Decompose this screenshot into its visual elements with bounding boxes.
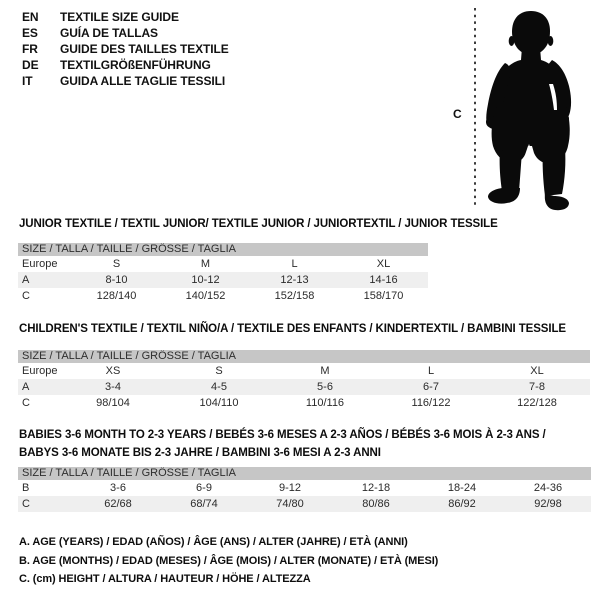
baby-silhouette-icon [474,8,572,211]
table-row: C 128/140 140/152 152/158 158/170 [18,288,428,304]
lang-row-es: ES GUÍA DE TALLAS [22,25,229,41]
note-c: C. (cm) HEIGHT / ALTURA / HAUTEUR / HÖHE… [19,573,311,585]
table-cell: S [215,365,223,377]
table-cell: 86/92 [448,498,476,510]
table-cell: 68/74 [190,498,218,510]
note-a: A. AGE (YEARS) / EDAD (AÑOS) / ÂGE (ANS)… [19,536,408,548]
babies-title-line2: BABYS 3-6 MONATE BIS 2-3 JAHRE / BAMBINI… [19,447,381,459]
lang-code: EN [22,10,39,24]
size-header-bar: SIZE / TALLA / TAILLE / GRÖSSE / TAGLIA [18,350,590,363]
lang-row-it: IT GUIDA ALLE TAGLIE TESSILI [22,73,229,89]
table-cell: 18-24 [447,482,477,494]
table-cell: 12-13 [280,274,309,286]
size-header-bar: SIZE / TALLA / TAILLE / GRÖSSE / TAGLIA [18,243,428,256]
table-cell: 6-7 [423,381,439,393]
height-measure-figure: C [440,0,600,220]
table-cell: Europe [22,258,58,270]
table-cell: 7-8 [529,381,545,393]
table-cell: L [427,365,435,377]
table-cell: 158/170 [363,290,404,302]
table-cell: 14-16 [369,274,398,286]
lang-code: IT [22,74,33,88]
table-cell: C [22,397,30,409]
table-cell: 3-6 [110,482,126,494]
lang-code: FR [22,42,38,56]
table-cell: 4-5 [211,381,227,393]
table-cell: 62/68 [104,498,132,510]
table-cell: 110/116 [305,397,345,409]
note-b: B. AGE (MONTHS) / EDAD (MESES) / ÂGE (MO… [19,554,439,567]
table-cell: M [320,365,330,377]
lang-title: GUÍA DE TALLAS [60,26,158,40]
children-table-title: CHILDREN'S TEXTILE / TEXTIL NIÑO/A / TEX… [19,323,566,335]
table-cell: M [200,258,211,270]
table-cell: 74/80 [276,498,304,510]
babies-title-line1: BABIES 3-6 MONTH TO 2-3 YEARS / BEBÉS 3-… [19,429,546,441]
table-row: Europe S M L XL [18,256,428,272]
table-cell: 98/104 [96,397,130,409]
language-title-list: EN TEXTILE SIZE GUIDE ES GUÍA DE TALLAS … [22,9,229,89]
table-row: C 62/68 68/74 74/80 80/86 86/92 92/98 [18,496,591,512]
table-cell: L [291,258,298,270]
table-cell: 104/110 [199,397,239,409]
lang-title: GUIDA ALLE TAGLIE TESSILI [60,74,226,88]
table-cell: 3-4 [105,381,121,393]
table-cell: 12-18 [361,482,391,494]
table-cell: C [22,498,30,510]
table-cell: 9-12 [278,482,302,494]
table-cell: XS [105,365,121,377]
table-cell: 24-36 [533,482,563,494]
lang-code: ES [22,26,38,40]
lang-row-en: EN TEXTILE SIZE GUIDE [22,9,229,25]
table-cell: 80/86 [362,498,390,510]
height-c-label: C [453,107,462,121]
table-cell: 140/152 [185,290,226,302]
table-cell: XL [530,365,544,377]
babies-size-table: SIZE / TALLA / TAILLE / GRÖSSE / TAGLIA … [18,467,591,512]
table-cell: 8-10 [105,274,128,286]
junior-table-title: JUNIOR TEXTILE / TEXTIL JUNIOR/ TEXTILE … [19,218,498,230]
table-cell: A [22,381,30,393]
table-cell: B [22,482,30,494]
table-cell: 152/158 [274,290,315,302]
junior-size-table: SIZE / TALLA / TAILLE / GRÖSSE / TAGLIA … [18,243,428,304]
lang-title: TEXTILGRÖßENFÜHRUNG [60,58,211,72]
legend-notes: A. AGE (YEARS) / EDAD (AÑOS) / ÂGE (ANS)… [19,533,438,589]
table-cell: 10-12 [191,274,220,286]
lang-row-de: DE TEXTILGRÖßENFÜHRUNG [22,57,229,73]
babies-table-title: BABIES 3-6 MONTH TO 2-3 YEARS / BEBÉS 3-… [19,426,546,462]
lang-code: DE [22,58,39,72]
table-cell: 128/140 [96,290,137,302]
table-cell: 116/122 [411,397,451,409]
lang-title: GUIDE DES TAILLES TEXTILE [60,42,229,56]
table-cell: C [22,290,30,302]
table-cell: 5-6 [317,381,333,393]
table-cell: 92/98 [534,498,562,510]
table-row: Europe XS S M L XL [18,363,590,379]
table-row: A 3-4 4-5 5-6 6-7 7-8 [18,379,590,395]
lang-row-fr: FR GUIDE DES TAILLES TEXTILE [22,41,229,57]
table-cell: A [22,274,30,286]
table-row: B 3-6 6-9 9-12 12-18 18-24 24-36 [18,480,591,496]
table-cell: 122/128 [517,397,557,409]
table-cell: Europe [22,365,58,377]
table-row: C 98/104 104/110 110/116 116/122 122/128 [18,395,590,411]
size-header-bar: SIZE / TALLA / TAILLE / GRÖSSE / TAGLIA [18,467,591,480]
table-cell: XL [376,258,391,270]
table-row: A 8-10 10-12 12-13 14-16 [18,272,428,288]
table-cell: 6-9 [196,482,212,494]
children-size-table: SIZE / TALLA / TAILLE / GRÖSSE / TAGLIA … [18,350,590,411]
lang-title: TEXTILE SIZE GUIDE [60,10,179,24]
table-cell: S [112,258,121,270]
